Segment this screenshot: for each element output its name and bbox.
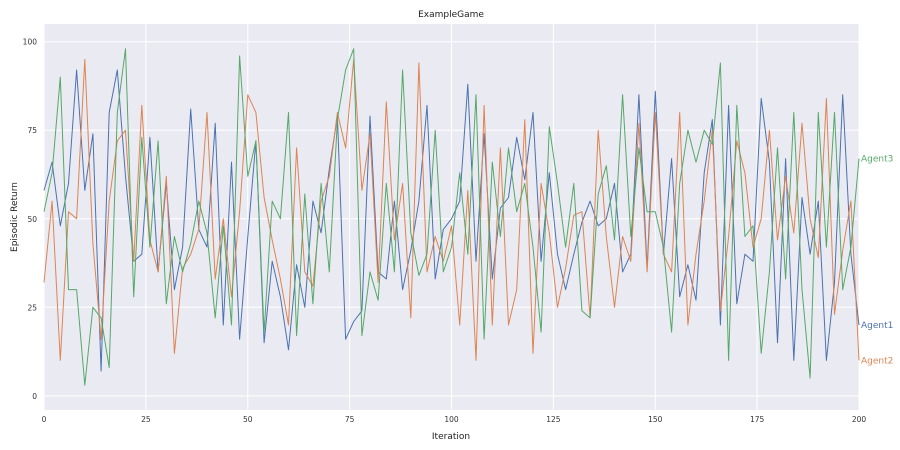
x-axis-label: Iteration [432, 432, 470, 442]
x-tick-label: 25 [141, 415, 151, 424]
y-tick-label: 50 [27, 215, 37, 224]
x-ticks: 0 25 50 75 100 125 150 175 200 [42, 415, 867, 424]
chart-title: ExampleGame [418, 10, 484, 20]
x-tick-label: 150 [648, 415, 663, 424]
y-axis-label: Episodic Return [10, 182, 20, 252]
series-line-agent3 [43, 48, 860, 386]
series-line-agent2 [43, 58, 860, 361]
end-labels: Agent1 Agent2 Agent3 [861, 155, 893, 367]
series-end-label-agent1: Agent1 [861, 321, 893, 331]
series-group [43, 48, 860, 386]
y-ticks: 0 25 50 75 100 [23, 38, 38, 401]
y-tick-label: 100 [23, 38, 38, 47]
y-tick-label: 0 [32, 392, 37, 401]
series-end-label-agent3: Agent3 [861, 155, 893, 165]
y-tick-label: 75 [27, 126, 37, 135]
series-end-label-agent2: Agent2 [861, 356, 893, 366]
x-tick-label: 175 [750, 415, 765, 424]
x-tick-label: 0 [42, 415, 47, 424]
x-tick-label: 200 [852, 415, 867, 424]
x-tick-label: 75 [345, 415, 355, 424]
x-tick-label: 125 [546, 415, 561, 424]
x-tick-label: 100 [444, 415, 459, 424]
grid [43, 24, 860, 410]
y-tick-label: 25 [27, 303, 37, 312]
x-tick-label: 50 [243, 415, 253, 424]
